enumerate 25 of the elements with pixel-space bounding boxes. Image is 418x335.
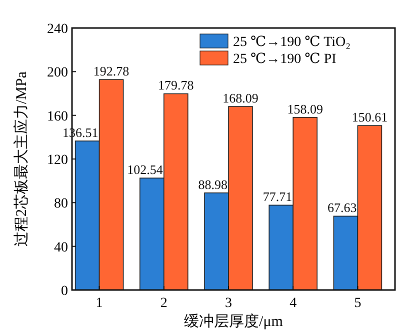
x-tick-label: 1 (96, 296, 103, 311)
data-label: 77.71 (262, 189, 292, 204)
x-tick-label: 2 (160, 296, 168, 311)
y-tick-label: 120 (47, 153, 68, 168)
data-label: 158.09 (287, 101, 323, 116)
data-label: 88.98 (198, 176, 228, 192)
x-tick-label: 5 (354, 296, 362, 311)
y-axis-title: 过程2芯板最大主应力/MPa (13, 71, 30, 247)
y-tick-label: 0 (61, 284, 68, 299)
legend-label: 25 ℃→190 ℃ TiO₂ (233, 35, 351, 50)
y-tick-label: 40 (54, 240, 68, 256)
data-label: 192.78 (93, 64, 130, 79)
y-tick-label: 160 (47, 109, 68, 124)
y-tick-label: 80 (54, 196, 68, 212)
y-tick-label: 240 (47, 22, 68, 37)
y-tick-label: 200 (47, 66, 68, 81)
x-axis-title: 缓冲层厚度/μm (184, 313, 284, 330)
x-tick-label: 4 (290, 296, 297, 311)
x-tick-label: 3 (225, 296, 232, 311)
data-label: 102.54 (127, 162, 164, 178)
data-label: 168.09 (222, 90, 258, 106)
legend-label: 25 ℃→190 ℃ PI (233, 52, 337, 67)
data-label: 67.63 (327, 200, 357, 216)
data-label: 150.61 (352, 110, 388, 125)
data-label: 179.78 (158, 78, 194, 93)
